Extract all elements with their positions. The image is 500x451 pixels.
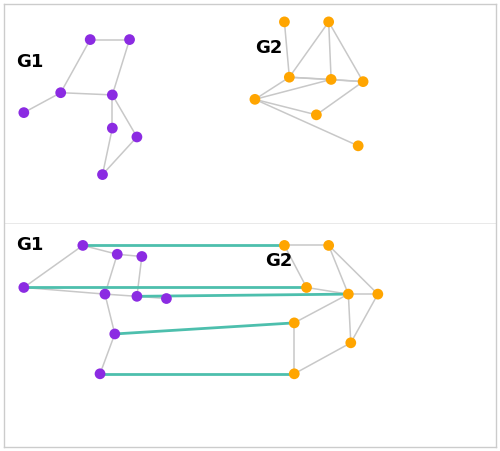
Point [312,111,320,119]
Point [133,133,141,141]
Point [290,319,298,327]
Point [290,370,298,377]
Point [162,295,170,302]
Point [286,74,294,81]
Point [347,339,355,346]
Text: G1: G1 [16,236,44,254]
Point [126,36,134,43]
Point [96,370,104,377]
Point [56,89,64,97]
Point [79,242,87,249]
Point [138,253,146,260]
Point [280,242,288,249]
Point [108,91,116,98]
Point [324,18,332,25]
Point [86,36,94,43]
Text: G2: G2 [255,39,282,57]
Text: G2: G2 [265,252,292,270]
Point [111,330,119,337]
Point [20,109,28,116]
Point [374,290,382,298]
Point [20,284,28,291]
Point [302,284,310,291]
Point [324,242,332,249]
Point [133,293,141,300]
Point [280,18,288,25]
Point [327,76,335,83]
Point [114,251,122,258]
Point [98,171,106,178]
Point [108,124,116,132]
Point [101,290,109,298]
Point [344,290,352,298]
Text: G1: G1 [16,53,44,71]
Point [354,142,362,149]
Point [359,78,367,85]
Point [251,96,259,103]
